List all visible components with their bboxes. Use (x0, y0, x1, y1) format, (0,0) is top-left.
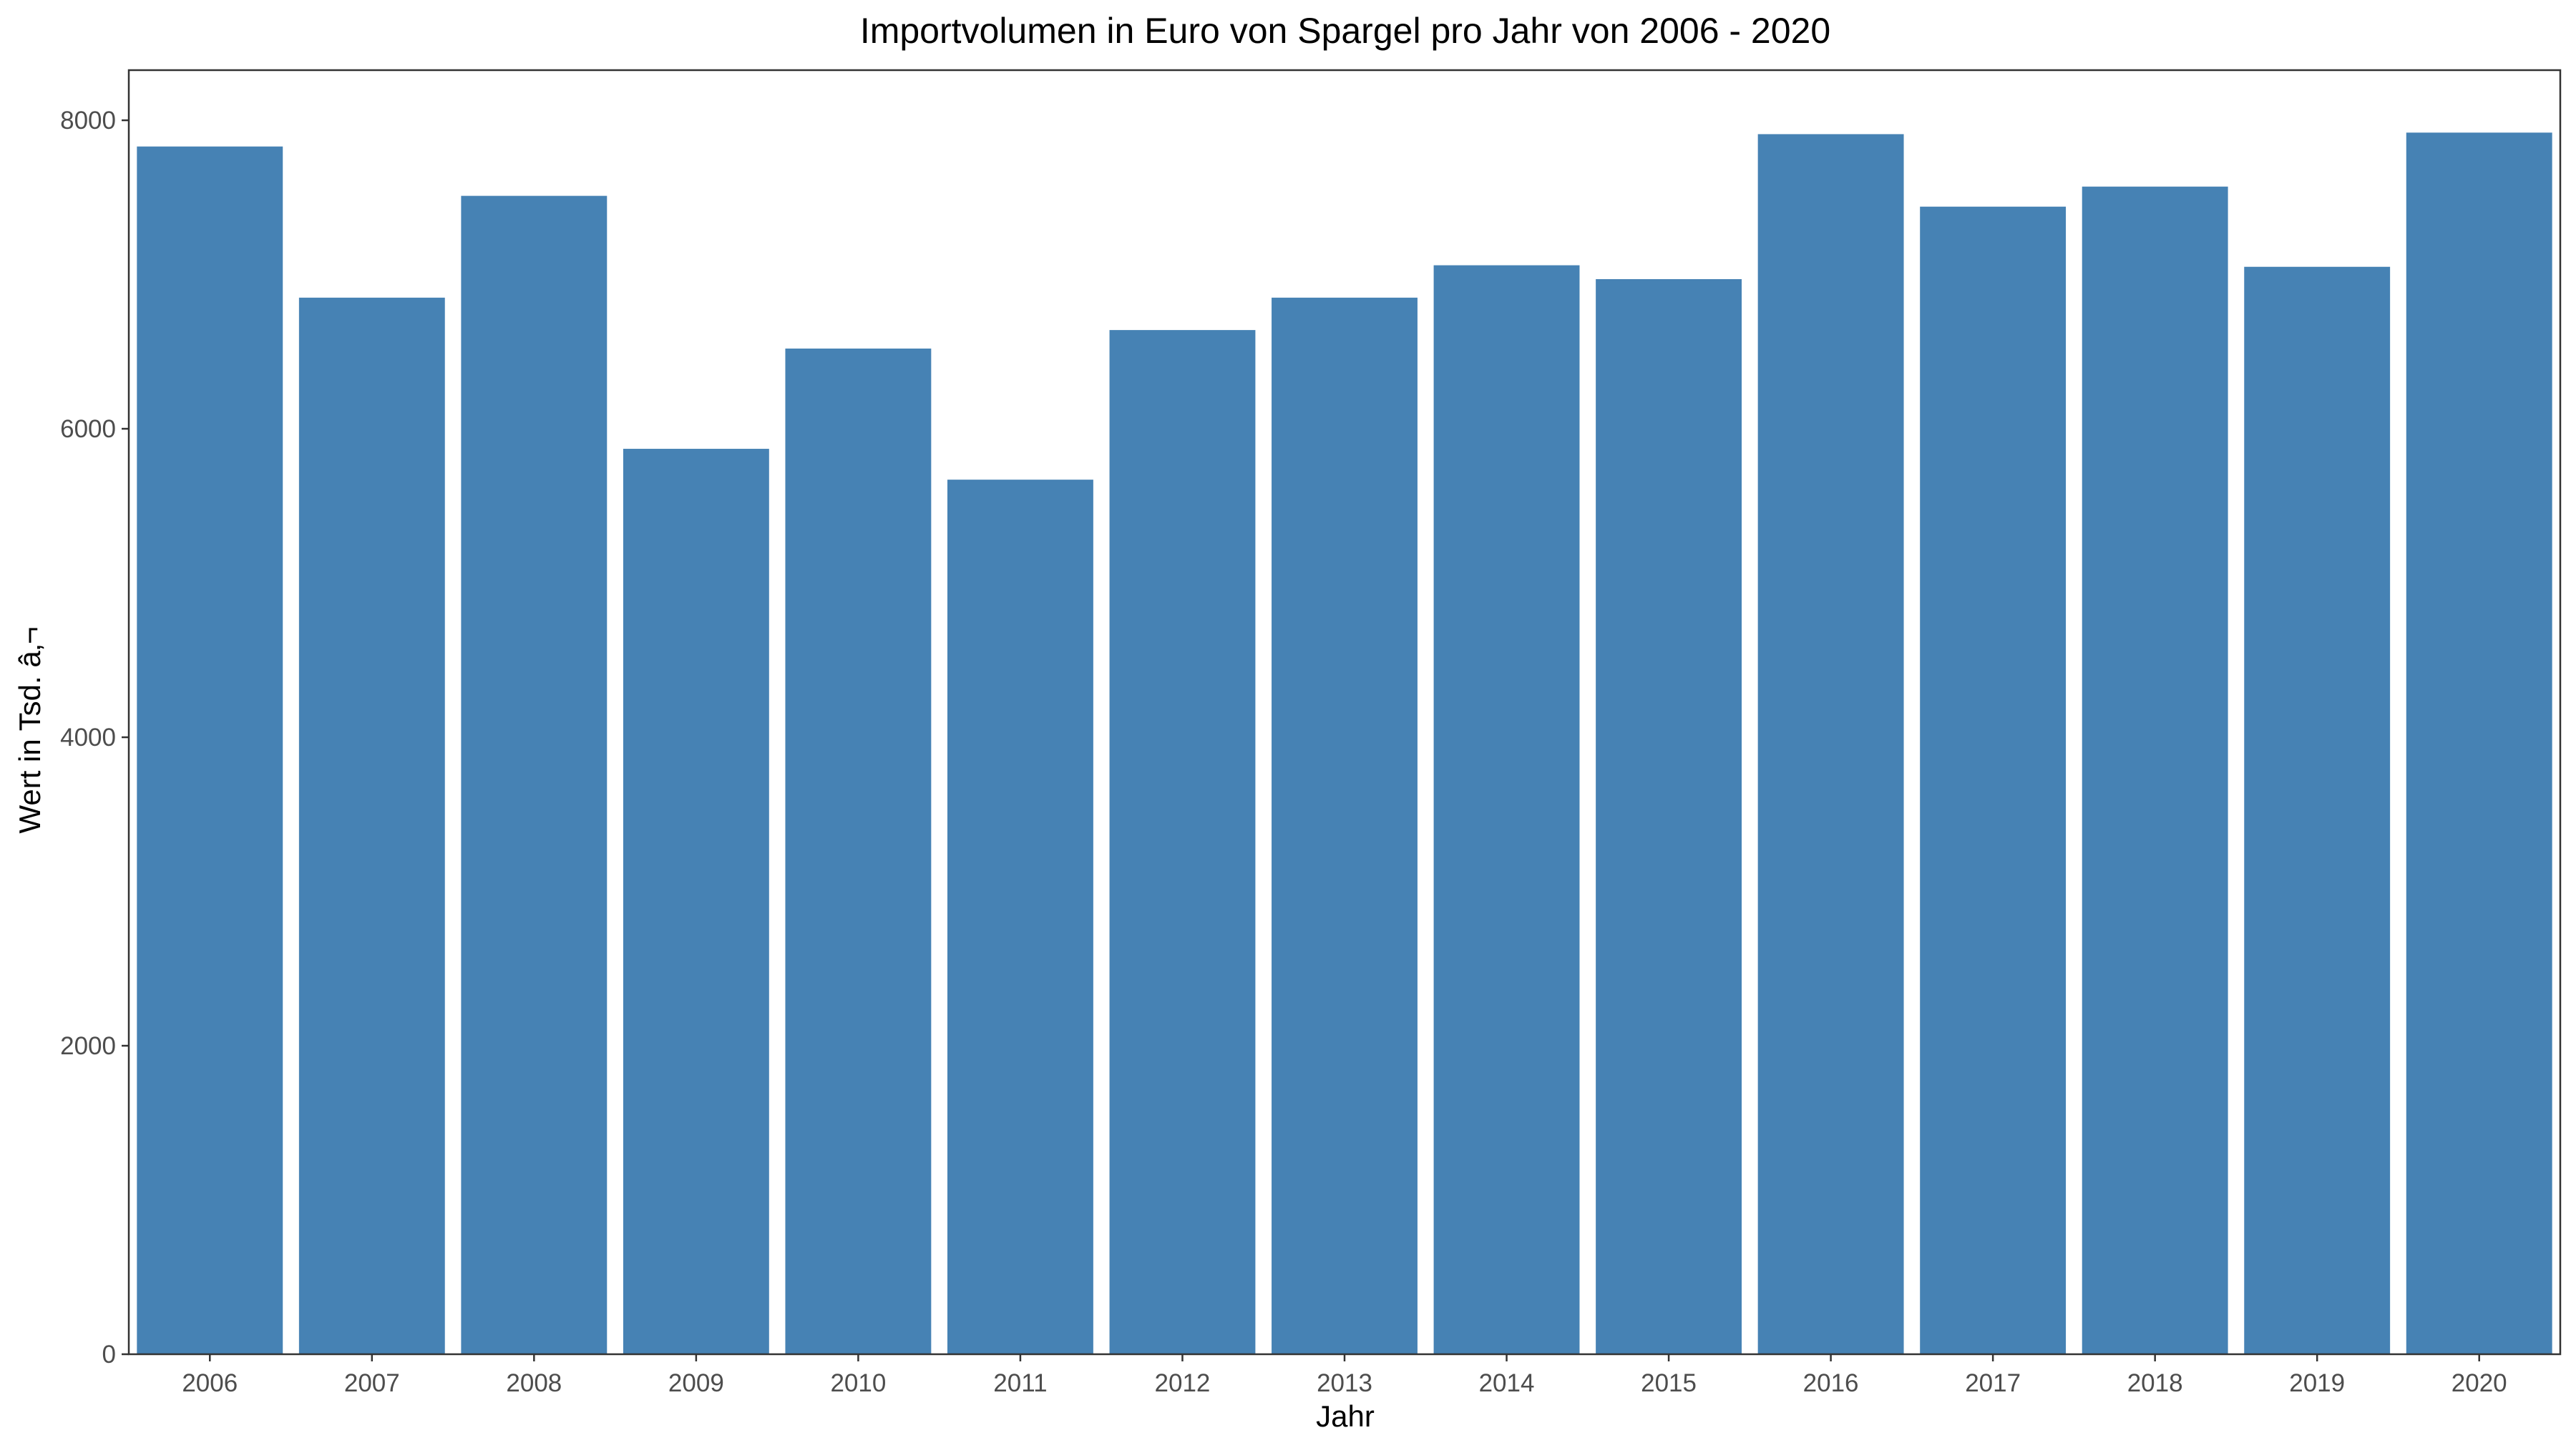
plot-panel-border (127, 69, 2562, 1356)
x-tick-label: 2014 (1479, 1369, 1535, 1397)
bar-2017 (1920, 206, 2067, 1354)
bars (137, 132, 2552, 1355)
x-axis-ticks: 2006 2007 2008 2009 2010 2011 2012 2013 2014 2015… (182, 1354, 2507, 1397)
x-tick-label: 2010 (830, 1369, 886, 1397)
x-tick-label: 2007 (344, 1369, 400, 1397)
x-tick-label: 2016 (1803, 1369, 1859, 1397)
y-tick-label: 8000 (60, 107, 116, 135)
bar-2016 (1757, 134, 1904, 1354)
y-axis-ticks: 0 2000 4000 6000 8000 (60, 107, 129, 1369)
x-tick-label: 2019 (2289, 1369, 2345, 1397)
x-tick-label: 2013 (1317, 1369, 1372, 1397)
x-tick-label: 2020 (2451, 1369, 2507, 1397)
x-tick-label: 2012 (1155, 1369, 1211, 1397)
bar-2014 (1433, 265, 1580, 1354)
y-tick-label: 4000 (60, 724, 116, 752)
y-axis-title-group: Wert in Tsd. â‚¬ (13, 626, 47, 833)
bar-2013 (1272, 297, 1418, 1355)
bar-2012 (1109, 330, 1256, 1355)
y-tick-label: 2000 (60, 1032, 116, 1060)
bar-2010 (785, 348, 932, 1354)
x-tick-label: 2008 (506, 1369, 562, 1397)
bar-2008 (461, 195, 608, 1355)
bar-2011 (947, 480, 1093, 1354)
bar-2018 (2082, 186, 2228, 1354)
x-tick-label: 2011 (993, 1369, 1047, 1397)
bar-2019 (2244, 266, 2391, 1355)
bar-2007 (298, 297, 445, 1355)
x-tick-label: 2006 (182, 1369, 238, 1397)
bar-2006 (137, 146, 283, 1354)
x-tick-label: 2015 (1641, 1369, 1697, 1397)
bar-2009 (623, 449, 769, 1354)
y-tick-label: 6000 (60, 415, 116, 443)
x-tick-label: 2009 (668, 1369, 724, 1397)
chart-title: Importvolumen in Euro von Spargel pro Ja… (860, 11, 1830, 51)
bar-2015 (1596, 278, 1742, 1355)
x-tick-label: 2017 (1965, 1369, 2021, 1397)
y-axis-title: Wert in Tsd. â‚¬ (13, 626, 47, 833)
x-tick-label: 2018 (2127, 1369, 2183, 1397)
y-tick-label: 0 (102, 1341, 116, 1369)
x-axis-title: Jahr (1316, 1399, 1375, 1433)
bar-2020 (2406, 132, 2552, 1355)
